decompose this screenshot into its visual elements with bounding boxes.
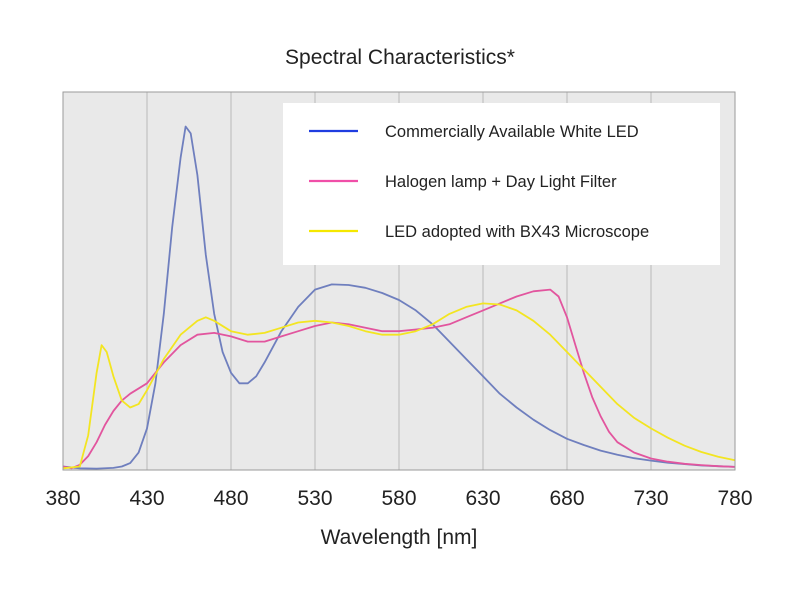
legend-label: LED adopted with BX43 Microscope: [385, 223, 649, 241]
series-lines: [62, 125, 736, 470]
x-tick-label: 380: [45, 487, 80, 510]
x-tick-label: 480: [213, 487, 248, 510]
chart-title: Spectral Characteristics*: [285, 46, 515, 69]
x-tick-label: 630: [465, 487, 500, 510]
legend: Commercially Available White LED Halogen …: [283, 103, 720, 265]
series-line: [62, 125, 736, 470]
legend-label: Commercially Available White LED: [385, 123, 639, 141]
x-tick-label: 430: [129, 487, 164, 510]
plot-border: [62, 91, 736, 471]
x-tick-label: 530: [297, 487, 332, 510]
x-tick-label: 680: [549, 487, 584, 510]
x-tick-labels: 380 430 480 530 580 630 680 730 780: [45, 487, 752, 510]
x-tick-label: 730: [633, 487, 668, 510]
x-tick-label: 580: [381, 487, 416, 510]
series-line: [62, 302, 736, 470]
x-axis-label: Wavelength [nm]: [321, 526, 478, 549]
series-line: [62, 288, 736, 470]
x-tick-label: 780: [717, 487, 752, 510]
legend-label: Halogen lamp + Day Light Filter: [385, 173, 617, 191]
